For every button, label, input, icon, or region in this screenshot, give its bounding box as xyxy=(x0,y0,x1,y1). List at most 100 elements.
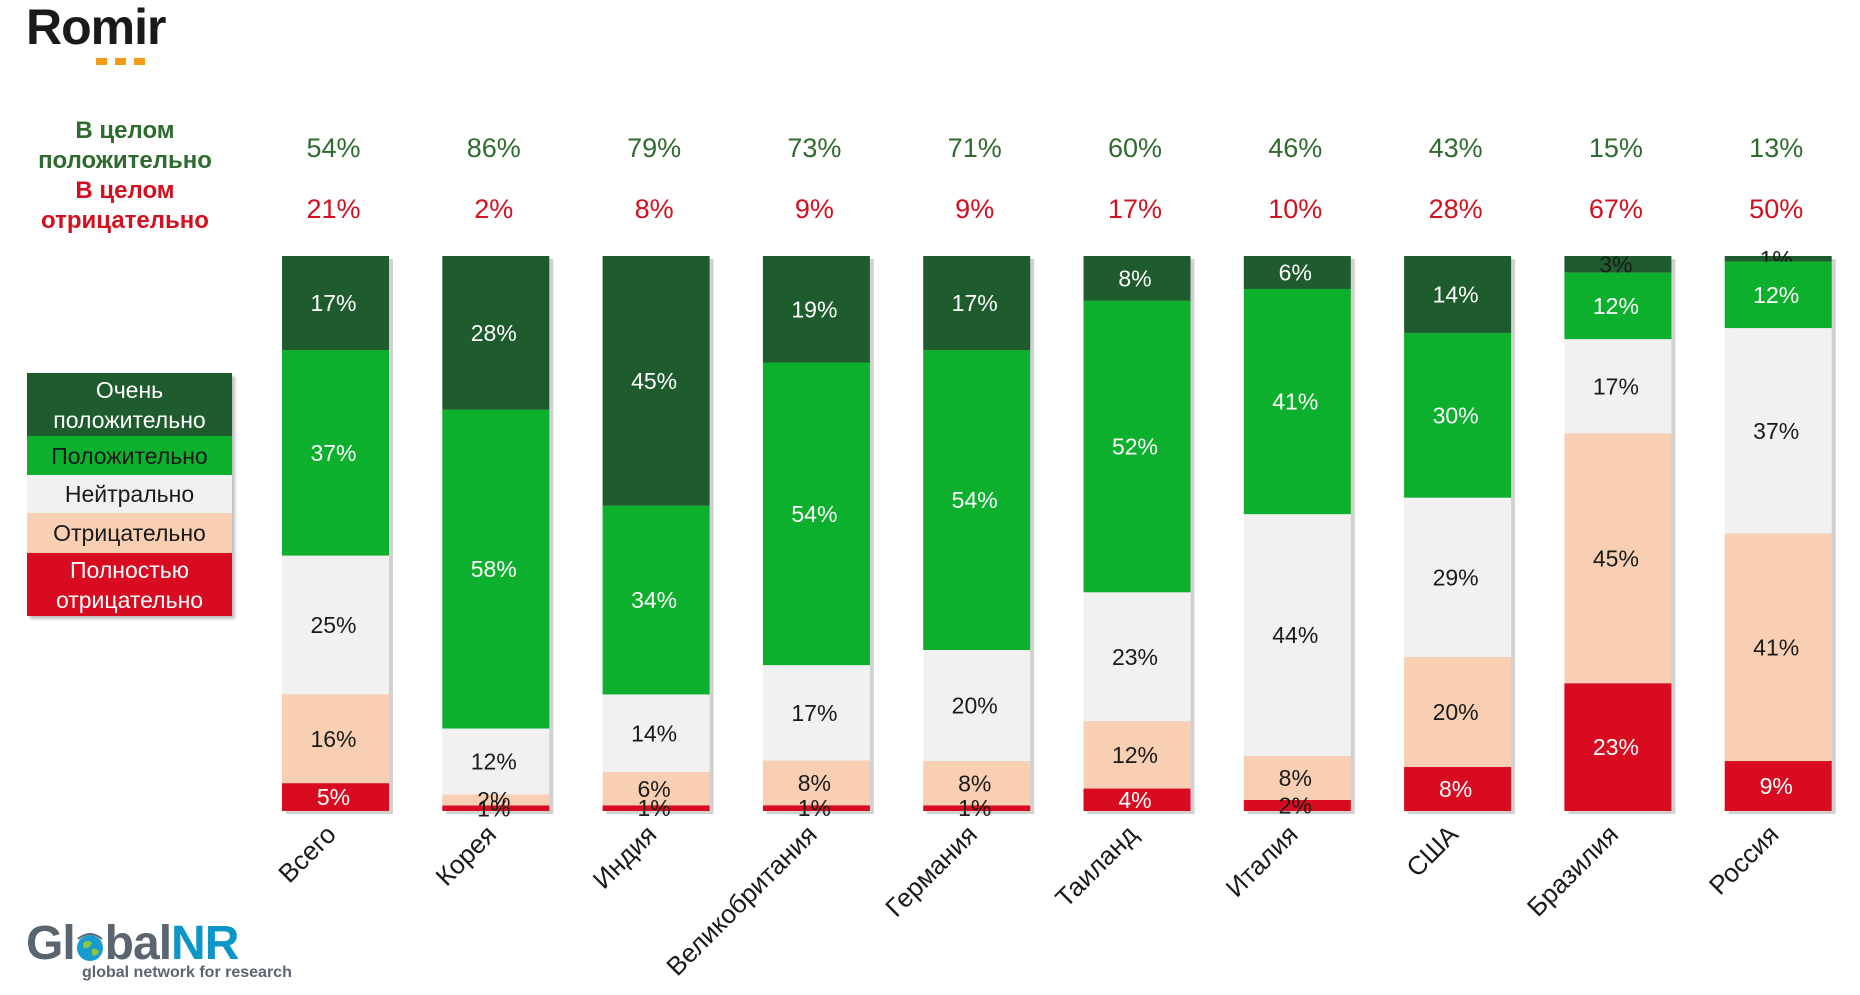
data-label: 6% xyxy=(637,776,670,802)
bar-segment-neutral xyxy=(1404,497,1512,658)
bar-segment-very-negative xyxy=(1724,761,1832,811)
data-label: 8% xyxy=(1279,765,1312,791)
bar-segment-very-negative xyxy=(1404,767,1512,811)
bar-segment-very-negative xyxy=(1243,800,1351,811)
bar-segment-neutral xyxy=(282,555,389,695)
data-label: 12% xyxy=(1112,742,1158,768)
data-label: 1% xyxy=(477,795,510,821)
bar-segment-positive xyxy=(923,350,1031,651)
romir-logo: Romir xyxy=(26,0,166,65)
x-tick-label: Великобритания xyxy=(660,819,822,981)
data-label: 5% xyxy=(317,784,350,810)
total-negative-label: 8% xyxy=(635,194,674,224)
data-label: 16% xyxy=(310,726,356,752)
bar-segment-positive xyxy=(442,409,550,729)
bar-segment-neutral xyxy=(1243,514,1351,757)
data-label: 17% xyxy=(952,290,998,316)
total-positive-label: 79% xyxy=(627,133,681,163)
bar-segment-very-positive xyxy=(1083,256,1191,301)
bar-segment-negative xyxy=(1564,433,1672,684)
x-tick-label: Индия xyxy=(587,819,663,895)
legend-item-positive: Положительно xyxy=(27,436,232,475)
data-label: 6% xyxy=(1279,259,1312,285)
bar-segment-positive xyxy=(1404,332,1512,498)
data-label: 23% xyxy=(1112,644,1158,670)
bar-group-3: 19% 54% 17% 8%1% xyxy=(762,256,874,821)
bar-group-1: 28%58%12%2%1% xyxy=(442,256,554,821)
data-label: 37% xyxy=(310,440,356,466)
data-label: 30% xyxy=(1433,402,1479,428)
total-positive-label: 86% xyxy=(467,133,521,163)
data-label: 12% xyxy=(471,749,517,775)
data-label: 8% xyxy=(798,770,831,796)
bar-segment-negative xyxy=(1083,721,1191,789)
bar-segment-positive xyxy=(1243,288,1351,515)
data-label: 14% xyxy=(631,720,677,746)
bar-segment-very-negative xyxy=(282,783,389,811)
bar-segment-neutral xyxy=(1083,592,1191,722)
bar-segment-very-negative xyxy=(442,805,550,811)
bar-segment-neutral xyxy=(923,650,1031,762)
bar-segment-very-positive xyxy=(1564,256,1672,273)
summary-positive-label: В целом положительно xyxy=(38,117,212,174)
data-label: 23% xyxy=(1593,734,1639,760)
total-positive-label: 54% xyxy=(306,133,360,163)
data-label: 8% xyxy=(1439,776,1472,802)
data-label: 17% xyxy=(791,700,837,726)
total-negative-label: 10% xyxy=(1268,194,1322,224)
legend-item-very-positive: Очень положительно xyxy=(27,373,232,436)
data-label: 37% xyxy=(1753,418,1799,444)
data-label: 52% xyxy=(1112,434,1158,460)
bar-segment-very-negative xyxy=(762,805,870,811)
data-label: 14% xyxy=(1433,281,1479,307)
data-label: 4% xyxy=(1118,787,1151,813)
bar-segment-very-positive xyxy=(762,256,870,363)
bar-group-2: 45% 34% 14% 6%1% xyxy=(602,256,714,821)
bar-segment-neutral xyxy=(1564,339,1672,434)
data-label: 19% xyxy=(791,296,837,322)
bar-segment-very-positive xyxy=(282,256,389,351)
data-label: 34% xyxy=(631,587,677,613)
bar-segment-positive xyxy=(762,362,870,666)
total-positive-label: 73% xyxy=(787,133,841,163)
data-label: 12% xyxy=(1593,293,1639,319)
bar-segment-positive xyxy=(1564,272,1672,340)
total-negative-label: 50% xyxy=(1749,194,1803,224)
bar-segment-negative xyxy=(442,794,550,806)
x-tick-label: Таиланд xyxy=(1049,819,1143,913)
bar-segment-neutral xyxy=(442,728,550,795)
romir-dots-decoration xyxy=(96,52,153,70)
bar-segment-very-positive xyxy=(1724,256,1832,262)
bar-segment-negative xyxy=(923,761,1031,806)
data-label: 9% xyxy=(1760,773,1793,799)
data-label: 2% xyxy=(1279,793,1312,819)
data-label: 8% xyxy=(958,770,991,796)
legend-item-very-negative: Полностью отрицательно xyxy=(27,553,232,616)
data-label: 17% xyxy=(310,290,356,316)
legend-item-neutral: Нейтрально xyxy=(27,475,232,513)
x-tick-label: Россия xyxy=(1703,819,1785,901)
data-label: 29% xyxy=(1433,564,1479,590)
globe-icon xyxy=(75,917,105,970)
total-positive-label: 43% xyxy=(1429,133,1483,163)
bar-segment-neutral xyxy=(1724,328,1832,534)
bar-segment-very-negative xyxy=(1564,683,1672,811)
summary-negative-label: В целом отрицательно xyxy=(41,177,209,234)
bar-segment-very-positive xyxy=(602,256,710,506)
total-negative-label: 67% xyxy=(1589,194,1643,224)
bar-group-4: 17% 54% 20% 8%1% xyxy=(923,256,1035,821)
data-label: 58% xyxy=(471,556,517,582)
globalnr-wordmark-bal: bal xyxy=(104,917,172,970)
total-positive-label: 15% xyxy=(1589,133,1643,163)
bar-segment-negative xyxy=(1243,756,1351,801)
total-negative-label: 9% xyxy=(795,194,834,224)
bar-segment-very-negative xyxy=(923,805,1031,811)
data-label: 8% xyxy=(1118,265,1151,291)
globalnr-logo: Gl balNR global network for research xyxy=(26,917,292,982)
data-label: 17% xyxy=(1593,373,1639,399)
bar-segment-very-negative xyxy=(1083,788,1191,811)
bar-segment-neutral xyxy=(762,665,870,761)
bar-segment-negative xyxy=(602,772,710,806)
bar-segment-positive xyxy=(602,505,710,695)
